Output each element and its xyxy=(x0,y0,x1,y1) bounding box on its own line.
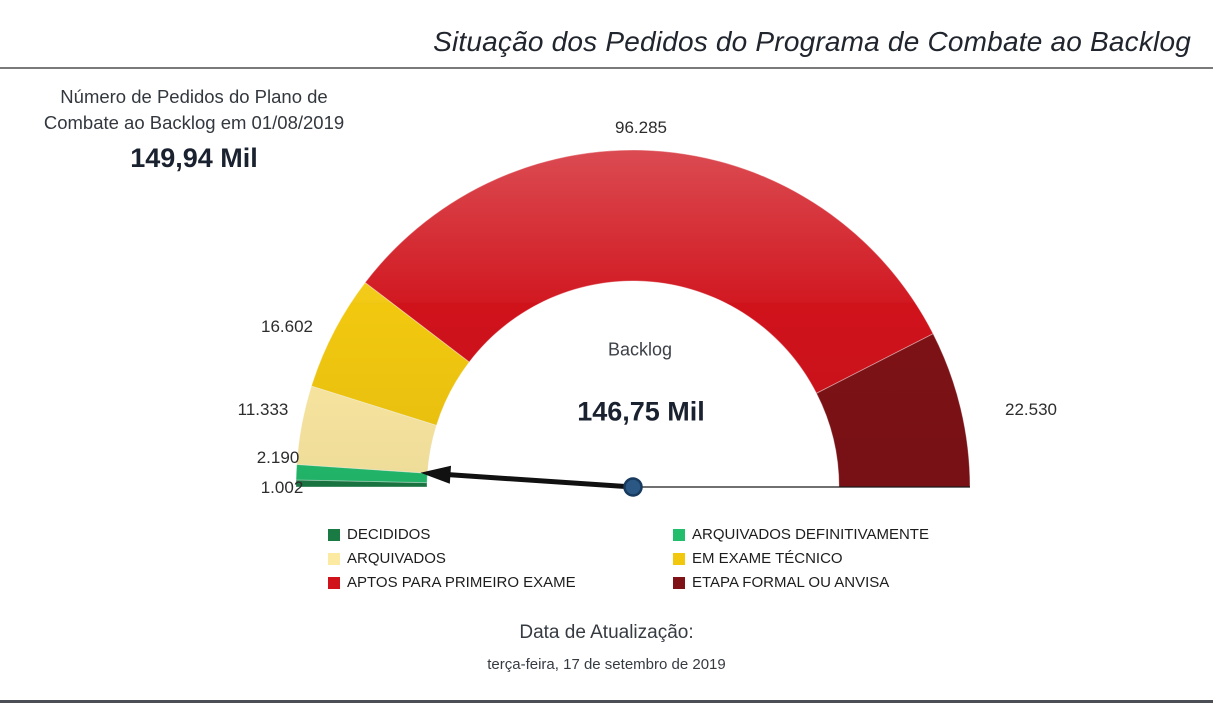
legend-label: ARQUIVADOS DEFINITIVAMENTE xyxy=(692,526,929,543)
gauge-value-label-decididos: 1.002 xyxy=(260,478,304,497)
legend-item-1[interactable]: ARQUIVADOS DEFINITIVAMENTE xyxy=(673,526,929,543)
gauge-needle-arrowhead xyxy=(420,465,452,484)
title-divider-line xyxy=(0,67,1213,69)
kpi-label-line1: Número de Pedidos do Plano de xyxy=(60,86,328,107)
legend-swatch xyxy=(328,552,340,565)
gauge-center-title: Backlog xyxy=(607,339,673,360)
legend-swatch xyxy=(673,552,685,565)
legend-item-3[interactable]: EM EXAME TÉCNICO xyxy=(673,550,929,567)
legend-swatch xyxy=(673,576,685,589)
kpi-card: Número de Pedidos do Plano de Combate ao… xyxy=(8,84,380,174)
gauge-needle-shaft xyxy=(448,472,634,490)
page-bottom-line xyxy=(0,700,1213,703)
gauge-center-value: 146,75 Mil xyxy=(577,396,705,427)
legend-label: ARQUIVADOS xyxy=(347,550,446,567)
legend-item-4[interactable]: APTOS PARA PRIMEIRO EXAME xyxy=(328,574,673,591)
legend-swatch xyxy=(673,528,685,541)
legend-label: APTOS PARA PRIMEIRO EXAME xyxy=(347,574,576,591)
legend-label: ETAPA FORMAL OU ANVISA xyxy=(692,574,890,591)
legend-swatch xyxy=(328,528,340,541)
legend-label: DECIDIDOS xyxy=(347,526,431,543)
kpi-label-line2: Combate ao Backlog em 01/08/2019 xyxy=(43,112,345,133)
gauge-value-label-aptos-para-primeiro-exame: 96.285 xyxy=(615,118,667,137)
gauge-value-label-arquivados: 11.333 xyxy=(237,400,289,419)
legend-label: EM EXAME TÉCNICO xyxy=(692,550,843,567)
gauge-legend: DECIDIDOS ARQUIVADOS DEFINITIVAMENTE ARQUI… xyxy=(328,526,929,591)
page-title: Situação dos Pedidos do Programa de Comb… xyxy=(433,26,1191,57)
kpi-value: 149,94 Mil xyxy=(130,143,258,173)
update-date-value: terça-feira, 17 de setembro de 2019 xyxy=(487,656,726,673)
legend-item-0[interactable]: DECIDIDOS xyxy=(328,526,673,543)
update-date-label: Data de Atualização: xyxy=(519,622,694,643)
legend-item-2[interactable]: ARQUIVADOS xyxy=(328,550,673,567)
gauge-value-label-arquivados-definitivamente: 2.190 xyxy=(256,448,300,467)
gauge-center-dot xyxy=(623,477,643,497)
legend-swatch xyxy=(328,576,340,589)
kpi-label: Número de Pedidos do Plano de Combate ao… xyxy=(8,84,380,136)
gauge-value-label-etapa-formal-ou-anvisa: 22.530 xyxy=(1005,400,1057,419)
legend-item-5[interactable]: ETAPA FORMAL OU ANVISA xyxy=(673,574,929,591)
gauge-value-label-em-exame-tecnico: 16.602 xyxy=(261,317,313,336)
